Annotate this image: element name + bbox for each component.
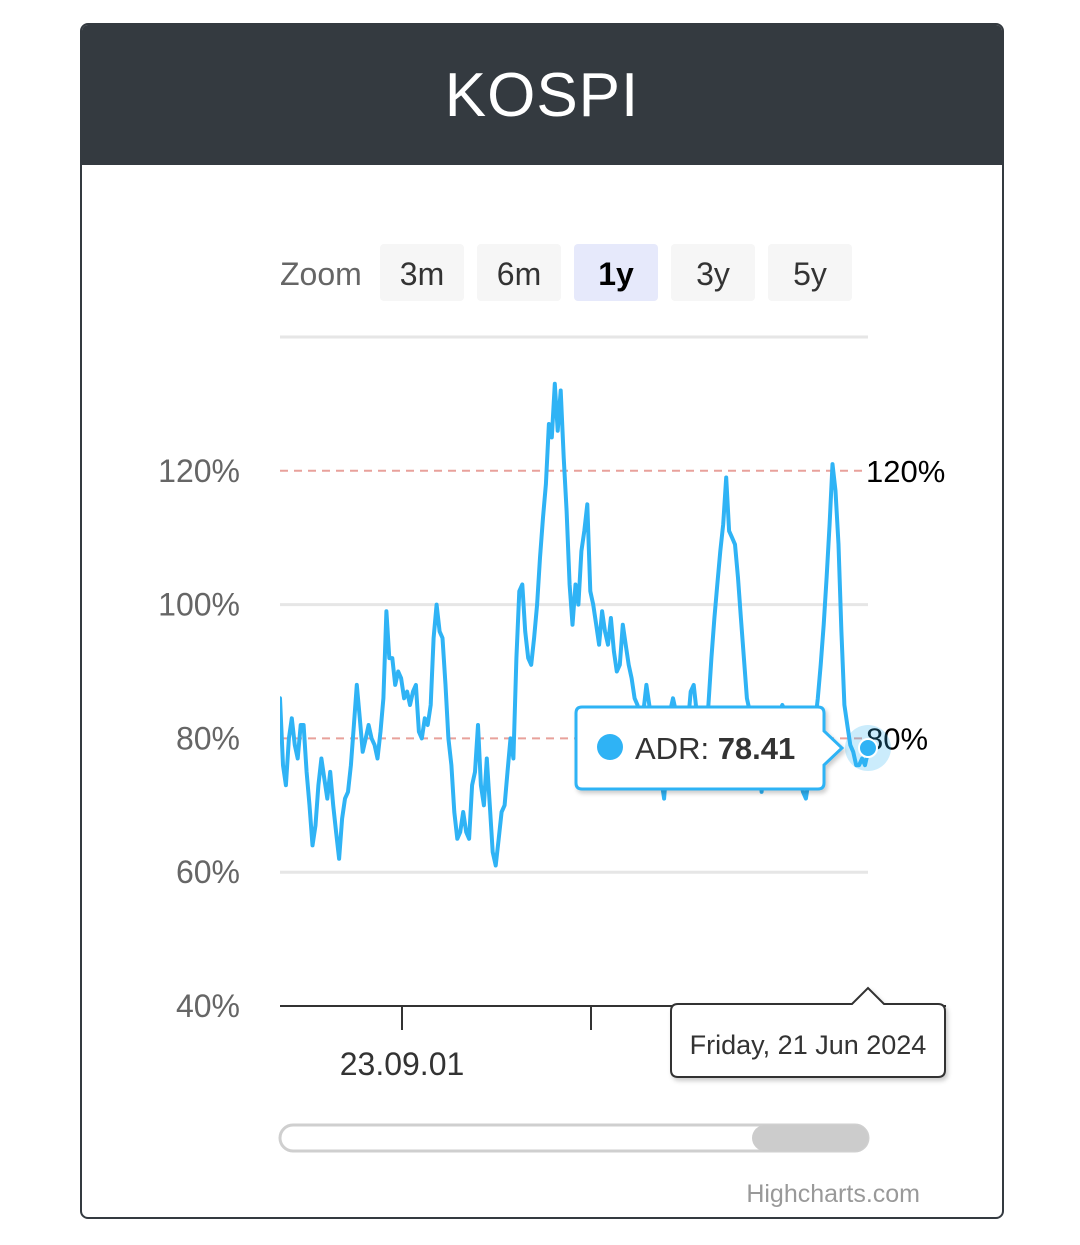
zoom-button-label: 6m [497, 256, 541, 292]
credits-link[interactable]: Highcharts.com [746, 1180, 920, 1208]
tooltip-text: ADR: 78.41 [635, 731, 795, 766]
value-tooltip [574, 705, 845, 791]
chart-card: KOSPI [80, 23, 1004, 1219]
zoom-button-3y[interactable] [671, 244, 755, 301]
hover-point[interactable] [858, 738, 878, 758]
zoom-button-label: 1y [598, 256, 634, 292]
tooltip-series-dot [597, 734, 623, 760]
y-tick-label: 40% [176, 988, 240, 1024]
zoom-button-label: 5y [793, 256, 827, 292]
navigator-handle[interactable] [752, 1125, 868, 1151]
zoom-button-label: 3y [696, 256, 730, 292]
tooltip-value: 78.41 [718, 731, 796, 766]
zoom-button-6m[interactable] [477, 244, 561, 301]
y-tick-label: 100% [158, 587, 240, 623]
y-tick-label: 120% [158, 453, 240, 489]
zoom-label: Zoom [280, 256, 362, 292]
threshold-label: 120% [866, 454, 945, 489]
y-tick-label: 60% [176, 854, 240, 890]
x-tick-label: 23.09.01 [340, 1046, 465, 1082]
date-tooltip [670, 986, 946, 1078]
y-tick-label: 80% [176, 720, 240, 756]
zoom-button-3m[interactable] [380, 244, 464, 301]
tooltip-series-name: ADR [635, 731, 700, 766]
zoom-button-label: 3m [400, 256, 444, 292]
tooltip-separator: : [700, 731, 717, 766]
tooltip-date: Friday, 21 Jun 2024 [690, 1030, 927, 1060]
series-line-adr[interactable] [280, 381, 870, 868]
zoom-button-1y[interactable] [574, 244, 658, 301]
card-header: KOSPI [82, 25, 1002, 165]
zoom-button-5y[interactable] [768, 244, 852, 301]
card-title: KOSPI [444, 60, 640, 130]
